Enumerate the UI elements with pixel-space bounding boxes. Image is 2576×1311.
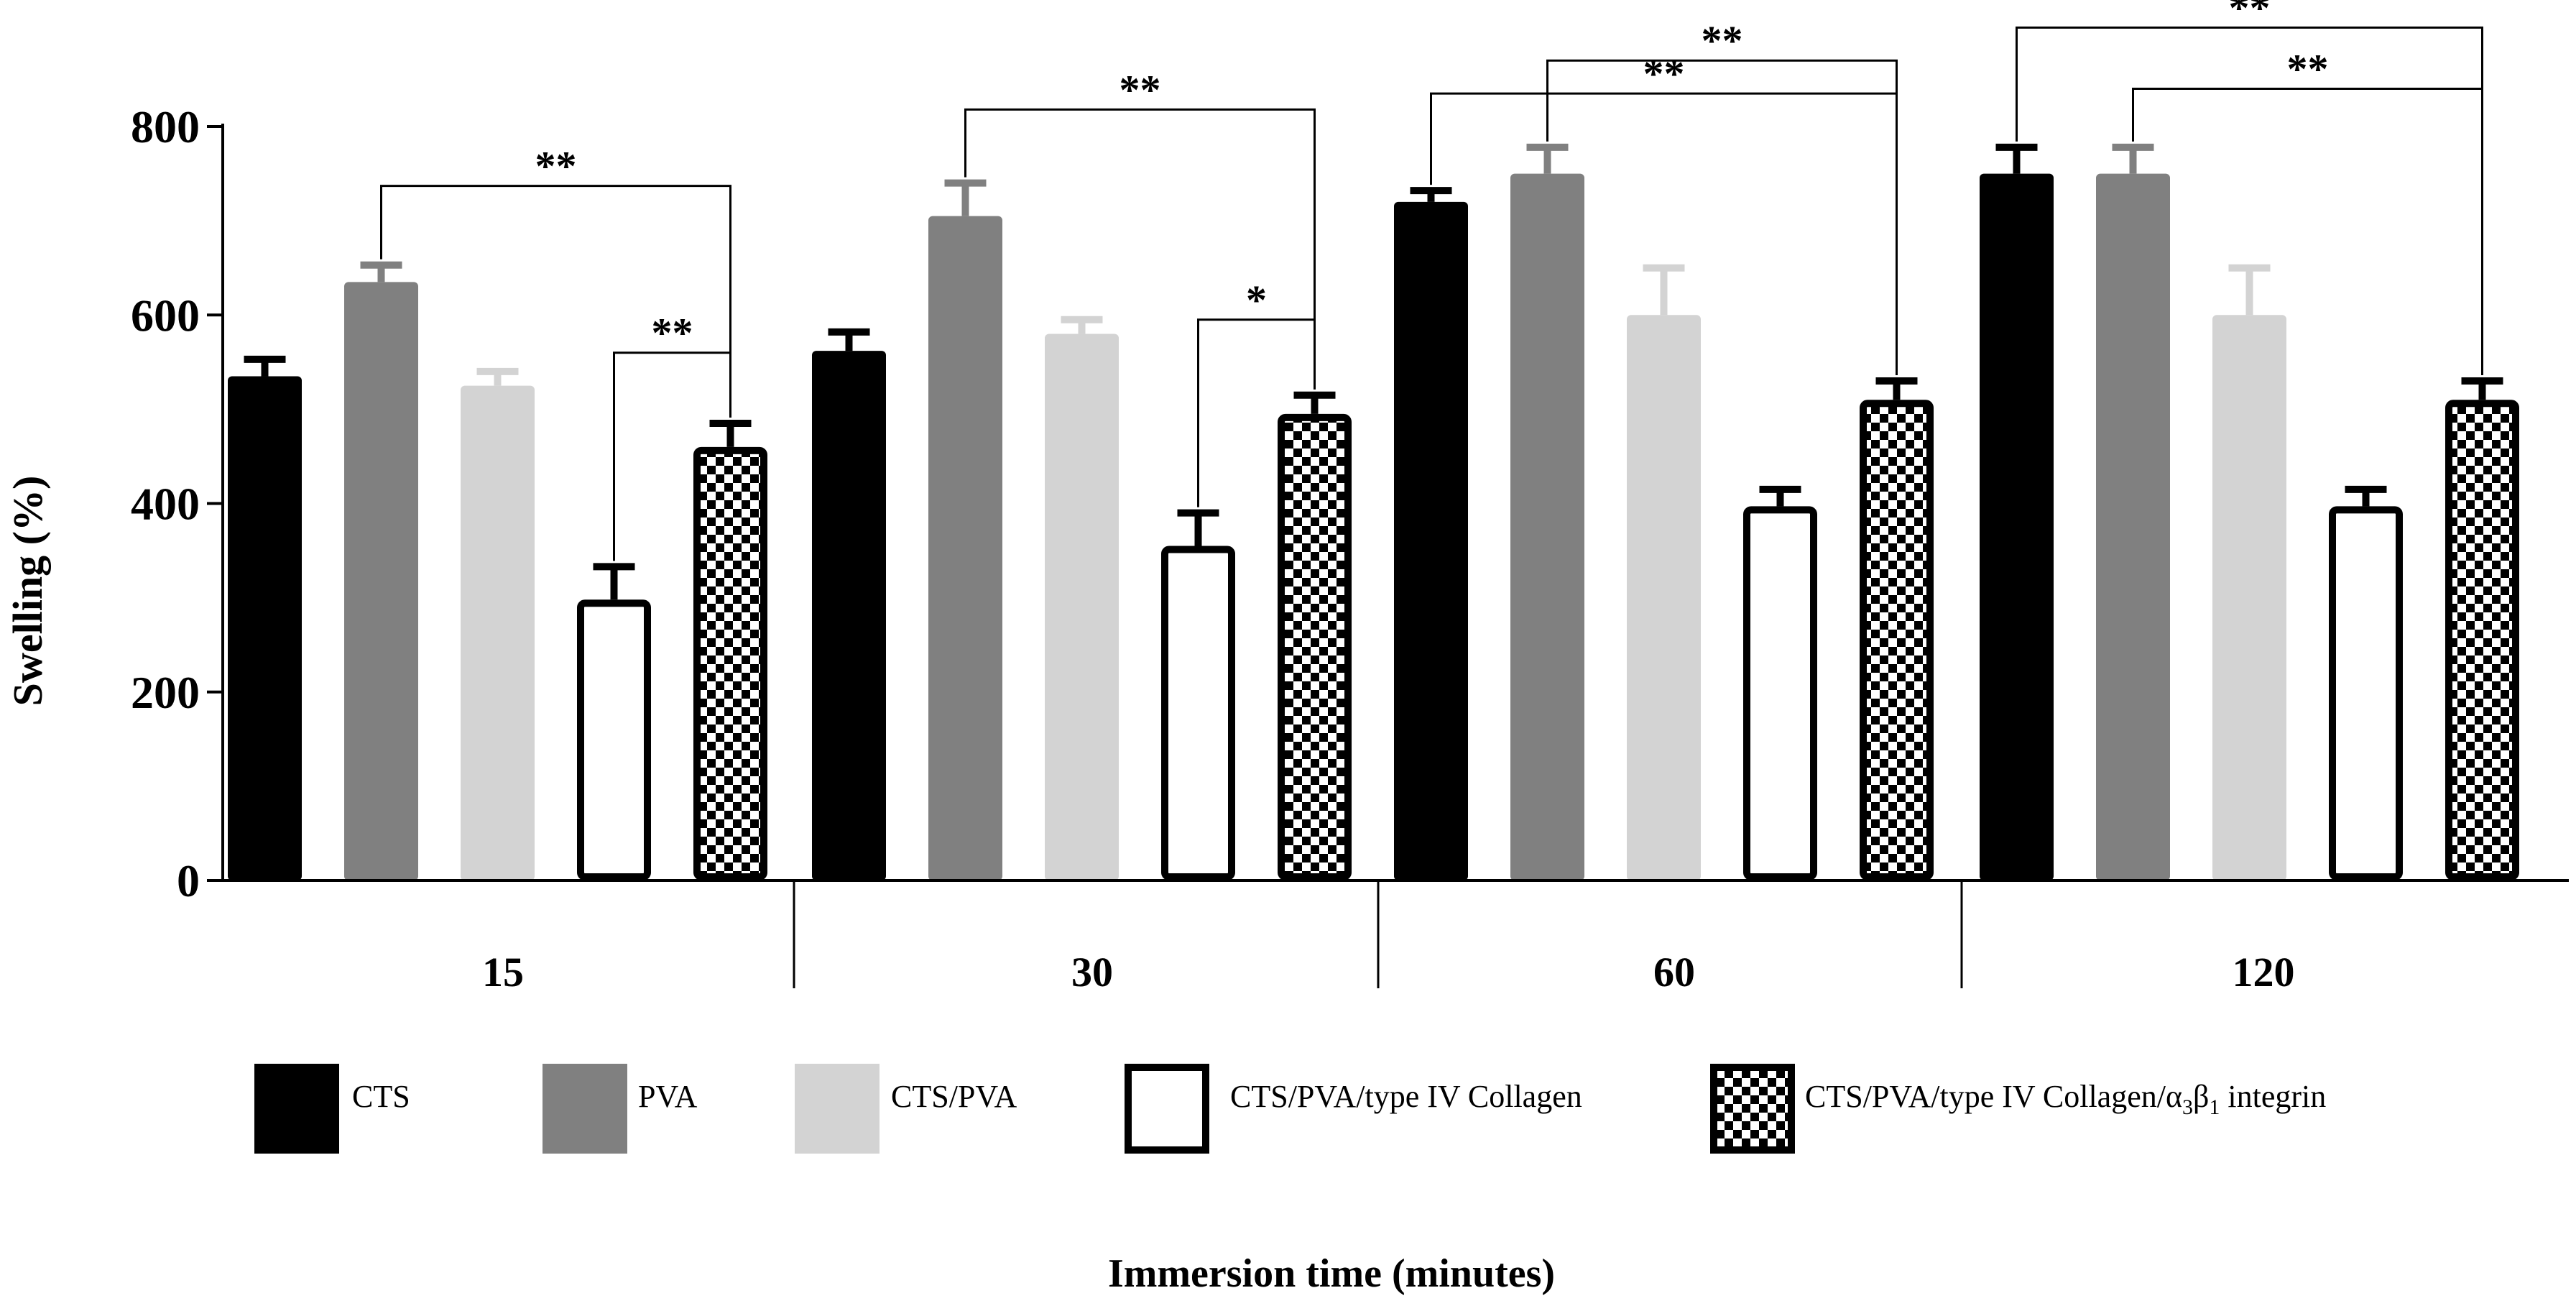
bar	[928, 216, 1002, 881]
y-tick-label: 400	[131, 479, 200, 530]
significance-label: **	[652, 310, 693, 356]
significance-label: **	[1120, 66, 1161, 113]
significance-bracket	[613, 351, 731, 561]
significance-bracket	[1546, 59, 1898, 376]
significance-bracket	[1197, 318, 1316, 507]
y-tick-label: 800	[131, 101, 200, 152]
legend-swatch	[795, 1064, 880, 1154]
x-category-label: 15	[482, 949, 524, 995]
x-category-label: 30	[1071, 949, 1113, 995]
significance-bracket	[380, 185, 731, 418]
bar	[1743, 506, 1817, 881]
y-tick-label: 600	[131, 290, 200, 341]
bar	[1980, 173, 2054, 880]
bar	[1278, 413, 1352, 880]
bar	[228, 376, 302, 880]
legend: CTS PVA CTS/PVA CTS/PVA/type IV Collagen CTS…	[254, 1064, 2326, 1154]
significance-label: **	[2229, 0, 2271, 31]
x-axis-title: Immersion time (minutes)	[1108, 1251, 1555, 1296]
significance-brackets: ***************	[380, 0, 2483, 561]
legend-label: PVA	[638, 1079, 698, 1114]
legend-swatch	[1710, 1064, 1795, 1154]
x-axis: 15 30 60 120	[223, 879, 2569, 995]
bar	[2212, 315, 2286, 880]
significance-label: **	[1643, 50, 1685, 97]
bar	[693, 446, 767, 880]
significance-bracket	[964, 108, 1316, 390]
bar	[1161, 546, 1235, 880]
legend-label: CTS	[352, 1079, 410, 1114]
legend-label: CTS/PVA/type IV Collagen	[1230, 1079, 1582, 1114]
bar	[1510, 173, 1584, 880]
bar	[1627, 315, 1701, 880]
bar	[2445, 400, 2519, 880]
legend-label: CTS/PVA/type IV Collagen/α3β1 integrin	[1805, 1079, 2326, 1119]
legend-swatch	[254, 1064, 339, 1154]
y-tick-label: 0	[177, 855, 200, 906]
bar	[577, 599, 651, 880]
bar	[2329, 506, 2403, 881]
bars	[228, 143, 2519, 881]
x-category-label: 120	[2233, 949, 2295, 995]
y-tick-label: 200	[131, 667, 200, 718]
bar	[1394, 201, 1468, 880]
bar	[2096, 173, 2170, 880]
significance-label: **	[535, 143, 577, 190]
significance-label: **	[1702, 17, 1743, 64]
bar	[1045, 334, 1119, 881]
bar	[344, 282, 418, 880]
bar	[461, 385, 535, 880]
significance-label: *	[1246, 277, 1267, 323]
y-axis: 0 200 400 600 800	[131, 101, 224, 906]
legend-swatch	[1125, 1064, 1209, 1154]
y-axis-title: Swelling (%)	[4, 476, 51, 707]
legend-label: CTS/PVA	[891, 1079, 1017, 1114]
legend-swatch	[543, 1064, 627, 1154]
significance-bracket	[2132, 88, 2483, 376]
bar	[812, 351, 886, 880]
bar	[1860, 400, 1934, 880]
significance-label: **	[2287, 46, 2329, 93]
x-category-label: 60	[1653, 949, 1695, 995]
